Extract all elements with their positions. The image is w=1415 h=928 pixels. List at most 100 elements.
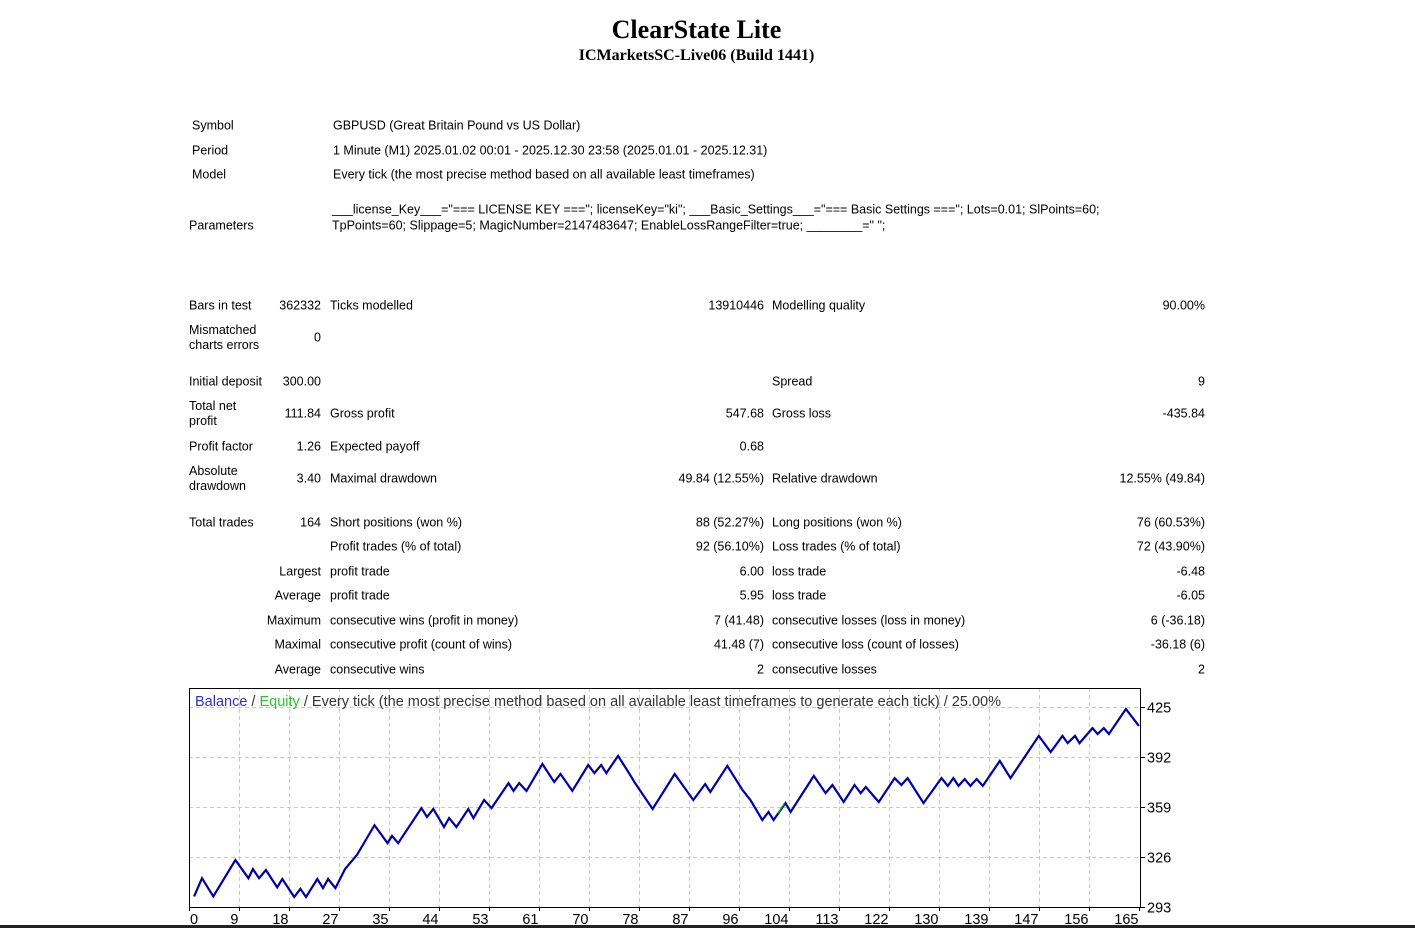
stat-label: Expected payoff: [330, 439, 420, 454]
stat-label: profit trade: [330, 564, 390, 579]
stat-value: 6 (-36.18): [1150, 613, 1205, 628]
stat-value: -435.84: [1162, 406, 1205, 421]
stat-label: consecutive wins (profit in money): [330, 613, 519, 628]
legend-description: / Every tick (the most precise method ba…: [300, 694, 1001, 710]
stat-value: Largest: [279, 564, 321, 579]
stat-value: 5.95: [739, 588, 764, 603]
stat-label: Spread: [772, 374, 813, 389]
info-label: Period: [192, 143, 229, 158]
stat-label: consecutive loss (count of losses): [772, 637, 959, 652]
stat-label: profit trade: [330, 588, 390, 603]
stat-label: Relative drawdown: [772, 471, 878, 486]
stat-value: 13910446: [708, 298, 764, 313]
stat-value: 2: [757, 662, 764, 677]
bottom-divider: [0, 925, 1415, 928]
y-tick-label: 326: [1147, 851, 1171, 867]
stat-label: Long positions (won %): [772, 515, 902, 530]
x-tick-label: 9: [230, 912, 238, 928]
x-tick-label: 130: [914, 912, 938, 928]
stat-value: 111.84: [284, 406, 321, 421]
stat-value: -6.05: [1176, 588, 1206, 603]
x-tick-label: 122: [864, 912, 888, 928]
x-tick-label: 104: [764, 912, 788, 928]
stat-value: Maximum: [266, 613, 321, 628]
stat-value: -6.48: [1176, 564, 1206, 579]
x-tick-label: 35: [372, 912, 388, 928]
stat-label: Initial deposit: [189, 374, 262, 389]
stat-value: 92 (56.10%): [695, 539, 764, 554]
stat-label: Profit factor: [189, 439, 253, 454]
x-tick-label: 165: [1114, 912, 1138, 928]
y-tick-label: 425: [1147, 701, 1171, 717]
legend-separator: /: [247, 694, 259, 710]
x-tick-label: 156: [1064, 912, 1088, 928]
stat-value: 362332: [279, 298, 321, 313]
x-tick-label: 78: [622, 912, 638, 928]
chart-frame: [189, 688, 1141, 908]
x-tick-label: 70: [572, 912, 588, 928]
info-label: Symbol: [192, 118, 234, 133]
stat-label: loss trade: [772, 564, 827, 579]
stat-label: Short positions (won %): [330, 515, 463, 530]
x-tick-label: 53: [472, 912, 488, 928]
x-tick-label: 27: [322, 912, 338, 928]
stat-value: 1.26: [296, 439, 321, 454]
stat-label: consecutive wins: [330, 662, 425, 677]
stat-label: Mismatched charts errors: [189, 323, 260, 352]
info-value: GBPUSD (Great Britain Pound vs US Dollar…: [333, 118, 581, 133]
stat-label: Total net profit: [189, 399, 237, 428]
legend-balance: Balance: [195, 694, 247, 710]
stat-value: 12.55% (49.84): [1119, 471, 1205, 486]
stat-value: 41.48 (7): [713, 637, 764, 652]
info-value: 1 Minute (M1) 2025.01.02 00:01 - 2025.12…: [333, 143, 768, 158]
x-tick-label: 0: [190, 912, 198, 928]
balance-line: [193, 707, 1140, 900]
stat-label: consecutive losses (loss in money): [772, 613, 966, 628]
chart-legend: Balance / Equity / Every tick (the most …: [195, 694, 1001, 710]
stat-value: 6.00: [739, 564, 764, 579]
y-tick-label: 293: [1147, 901, 1171, 917]
stat-value: 164: [300, 515, 321, 530]
stat-label: Modelling quality: [772, 298, 866, 313]
stat-value: 9: [1198, 374, 1205, 389]
stat-value: 7 (41.48): [713, 613, 764, 628]
equity-line: [777, 802, 786, 814]
stat-label: Total trades: [189, 515, 254, 530]
stat-value: 49.84 (12.55%): [678, 471, 764, 486]
stat-value: 72 (43.90%): [1136, 539, 1205, 554]
stat-label: Ticks modelled: [330, 298, 413, 313]
x-tick-label: 96: [722, 912, 738, 928]
stat-value: 90.00%: [1162, 298, 1205, 313]
stat-label: Loss trades (% of total): [772, 539, 901, 554]
parameters-line-2: TpPoints=60; Slippage=5; MagicNumber=214…: [332, 218, 886, 233]
chart-grid: [189, 688, 1140, 907]
report-subtitle: ICMarketsSC-Live06 (Build 1441): [578, 47, 815, 64]
x-tick-label: 147: [1014, 912, 1038, 928]
stat-label: Gross profit: [330, 406, 395, 421]
stat-value: 300.00: [282, 374, 321, 389]
stat-label: Profit trades (% of total): [330, 539, 462, 554]
y-tick-label: 359: [1147, 801, 1171, 817]
x-tick-label: 113: [815, 912, 838, 928]
stat-label: Bars in test: [189, 298, 252, 313]
stat-value: 2: [1198, 662, 1205, 677]
stat-value: 0: [314, 330, 321, 345]
x-tick-label: 87: [672, 912, 688, 928]
x-tick-label: 139: [964, 912, 988, 928]
stat-value: 3.40: [296, 471, 321, 486]
x-tick-label: 18: [272, 912, 288, 928]
stat-label: Gross loss: [772, 406, 832, 421]
stat-value: Average: [274, 662, 321, 677]
stat-value: Maximal: [274, 637, 321, 652]
chart-axis-ticks: 0 9 18 27 35 44 53 61 70 78 87 96 104 113 122 130 139 147…: [189, 701, 1171, 928]
stat-value: -36.18 (6): [1150, 637, 1205, 652]
parameters-line-1: ___license_Key___="=== LICENSE KEY ===";…: [332, 202, 1100, 217]
info-label: Model: [192, 167, 227, 182]
stat-value: 0.68: [739, 439, 764, 454]
stat-label: loss trade: [772, 588, 827, 603]
parameters-label: Parameters: [189, 218, 254, 233]
stat-label: Maximal drawdown: [330, 471, 437, 486]
x-tick-label: 61: [522, 912, 538, 928]
info-value: Every tick (the most precise method base…: [333, 167, 755, 182]
